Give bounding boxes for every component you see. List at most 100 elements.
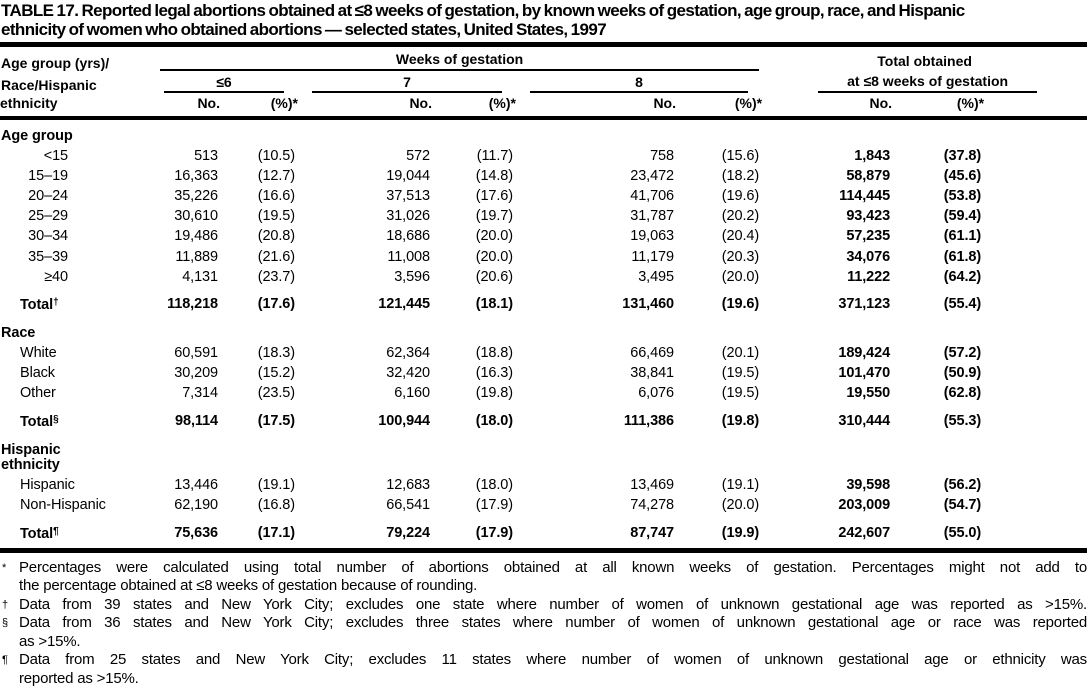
total-row: Total† 118,218 (17.6) 121,445 (18.1) 131,460 (… (0, 287, 1087, 317)
footnote: § Data from 36 states and New York City; … (0, 614, 1087, 651)
cell-count: 100,944 (378, 412, 430, 429)
cell-count: 34,076 (846, 248, 891, 265)
cell-count: 38,841 (630, 365, 674, 382)
spacer-cell (984, 516, 1087, 546)
cell-percent: (55.0) (943, 524, 982, 541)
cell-percent: (20.0) (721, 268, 760, 285)
col-header-pct-total: (%)* (892, 93, 985, 120)
cell-count: 93,423 (846, 208, 891, 225)
table-row: 15–19 16,363 (12.7) 19,044 (14.8) 23,472 (18.2… (0, 167, 1087, 187)
cell-count: 572 (406, 148, 430, 165)
group-header-le6: ≤6 (150, 71, 298, 93)
cell-percent: (23.7) (257, 268, 295, 285)
cell-percent: (53.8) (943, 188, 982, 205)
section-label: Race (1, 324, 36, 341)
cell-percent: (19.1) (257, 477, 295, 494)
table-row: 30–34 19,486 (20.8) 18,686 (20.0) 19,063 (20.4… (0, 227, 1087, 247)
stub-header-line2: Race/Hispanic (1, 77, 97, 93)
spacer-cell (984, 287, 1087, 317)
bottom-rule (0, 547, 1087, 553)
cell-count: 98,114 (175, 412, 218, 429)
weeks-spanner: Weeks of gestation (150, 52, 762, 71)
cell-percent: (37.8) (943, 148, 982, 165)
group-header-7: 7 (298, 71, 516, 93)
group-header-le6-label: ≤6 (216, 74, 232, 90)
cell-percent: (19.8) (475, 385, 513, 402)
cell-count: 79,224 (386, 524, 430, 541)
header-row-3: ethnicity No. (%)* No. (%)* No. (%)* No.… (0, 93, 1087, 120)
table-row: Non-Hispanic 62,190 (16.8) 66,541 (17.9) 74,2… (0, 496, 1087, 516)
table-row: 35–39 11,889 (21.6) 11,008 (20.0) 11,179 (20.3… (0, 247, 1087, 267)
spacer-header (984, 93, 1087, 120)
footnote-marker: § (53, 414, 59, 426)
cell-percent: (18.1) (475, 295, 513, 312)
cell-count: 7,314 (182, 385, 218, 402)
cell-percent: (17.9) (475, 524, 513, 541)
cell-count: 62,364 (386, 345, 430, 362)
cell-count: 35,226 (174, 188, 218, 205)
cell-percent: (59.4) (943, 208, 982, 225)
footnote-marker: § (2, 617, 8, 630)
group-header-le6-underline: ≤6 (164, 75, 284, 93)
cell-percent: (19.5) (257, 208, 295, 225)
table-row: ≥40 4,131 (23.7) 3,596 (20.6) 3,495 (20.0) 11,2… (0, 267, 1087, 287)
row-label: Total¶ (20, 526, 59, 543)
cell-count: 23,472 (630, 168, 674, 185)
cell-count: 74,278 (630, 497, 674, 514)
group-header-7-underline: 7 (312, 75, 502, 93)
cell-percent: (10.5) (257, 148, 295, 165)
footnote-marker: ¶ (53, 526, 59, 538)
cell-count: 121,445 (378, 295, 430, 312)
table-row: Hispanic 13,446 (19.1) 12,683 (18.0) 13,469 (1… (0, 476, 1087, 496)
header-row-1: Age group (yrs)/ Weeks of gestation Tota… (0, 52, 1087, 71)
cell-percent: (20.2) (721, 208, 760, 225)
stub-header-line1: Age group (yrs)/ (1, 55, 110, 71)
cell-count: 31,026 (386, 208, 430, 225)
cell-count: 203,009 (838, 497, 891, 514)
footnote-line: reported as >15%. (19, 669, 139, 687)
cell-count: 6,160 (394, 385, 430, 402)
row-label: Total† (20, 297, 59, 314)
spacer-cell (984, 207, 1087, 227)
col-header-no-le6: No. (150, 93, 220, 120)
spacer-cell (984, 344, 1087, 364)
cell-count: 66,541 (386, 497, 430, 514)
cell-count: 131,460 (622, 295, 674, 312)
cell-count: 32,420 (386, 365, 430, 382)
cell-percent: (45.6) (943, 168, 982, 185)
cell-count: 19,550 (846, 385, 891, 402)
spacer-cell (984, 384, 1087, 404)
cell-percent: (19.1) (721, 477, 760, 494)
col-header-pct-7: (%)* (432, 93, 516, 120)
group-header-8: 8 (516, 71, 762, 93)
spacer-cell (984, 227, 1087, 247)
cell-percent: (61.8) (943, 248, 982, 265)
cell-count: 310,444 (838, 412, 891, 429)
cell-count: 31,787 (630, 208, 674, 225)
row-label: 35–39 (28, 248, 68, 265)
cell-count: 111,386 (623, 412, 674, 429)
row-label: Total§ (20, 414, 59, 431)
cell-count: 101,470 (838, 365, 891, 382)
cell-percent: (19.9) (721, 524, 760, 541)
cell-percent: (18.0) (475, 412, 513, 429)
table-body: Age group <15 513 (10.5) 572 (11.7) 758 (15.6) 1… (0, 118, 1087, 546)
spacer-cell (984, 167, 1087, 187)
spacer-cell (984, 247, 1087, 267)
cell-percent: (20.0) (721, 497, 760, 514)
cell-count: 114,445 (839, 188, 891, 205)
cell-count: 60,591 (174, 345, 218, 362)
cell-count: 758 (650, 148, 674, 165)
cell-count: 13,446 (174, 477, 218, 494)
row-label: Other (20, 385, 56, 402)
cell-percent: (18.0) (475, 477, 513, 494)
cell-percent: (21.6) (257, 248, 295, 265)
cell-percent: (20.3) (721, 248, 760, 265)
table-row: Black 30,209 (15.2) 32,420 (16.3) 38,841 (19.5… (0, 364, 1087, 384)
section-label: Hispanic ethnicity (1, 441, 61, 474)
spacer-cell (984, 364, 1087, 384)
weeks-spanner-label: Weeks of gestation (395, 51, 524, 67)
section-label: Age group (1, 128, 73, 144)
weeks-spanner-underline: Weeks of gestation (160, 51, 760, 71)
footnote-line: the percentage obtained at ≤8 weeks of g… (19, 577, 478, 595)
